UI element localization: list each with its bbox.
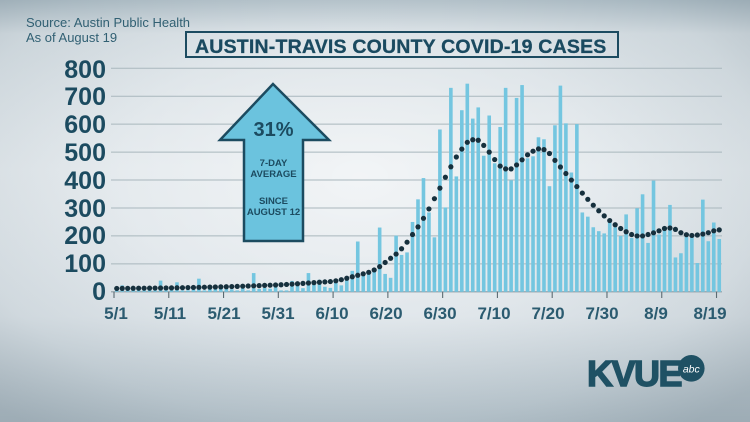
svg-text:abc: abc [683,363,701,375]
svg-text:KVUE: KVUE [587,353,682,394]
